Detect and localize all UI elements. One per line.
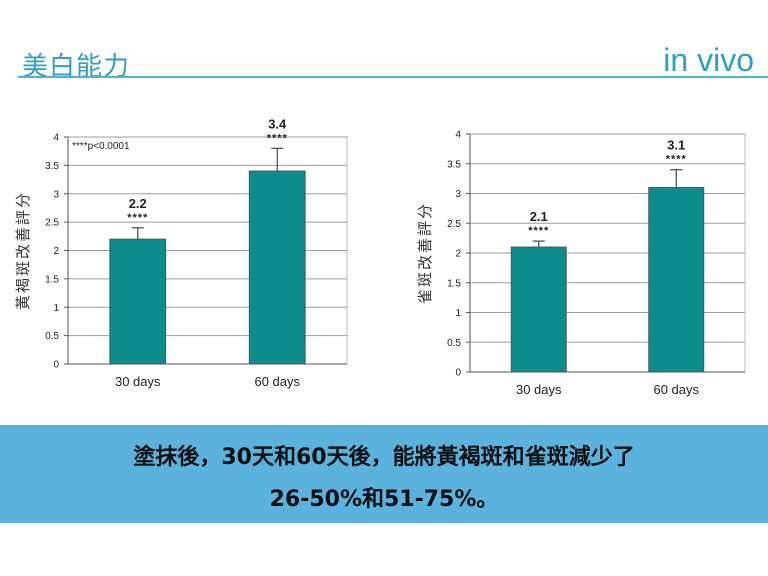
x-tick-label: 60 days — [254, 374, 300, 389]
summary-line-1: 塗抹後，30天和60天後，能將黃褐斑和雀斑減少了 — [133, 445, 635, 470]
y-tick-label: 2 — [53, 246, 59, 257]
y-tick-label: 4 — [53, 133, 59, 144]
y-tick-label: 0.5 — [447, 338, 461, 349]
y-tick-label: 1 — [455, 308, 461, 319]
y-tick-label: 0 — [53, 360, 59, 371]
y-tick-label: 3 — [455, 189, 461, 200]
significance-label: **** — [267, 132, 288, 144]
significance-label: **** — [528, 225, 549, 237]
title-divider — [18, 76, 768, 78]
data-label: 2.2 — [129, 196, 147, 211]
y-tick-label: 0.5 — [45, 331, 59, 342]
y-tick-label: 1.5 — [45, 274, 59, 285]
significance-label: **** — [666, 154, 687, 166]
y-axis-label: 黃褐斑改善評分 — [14, 191, 32, 310]
significance-label: **** — [127, 212, 148, 224]
data-label: 3.4 — [268, 116, 287, 131]
y-tick-label: 2 — [455, 249, 461, 260]
x-tick-label: 60 days — [653, 382, 699, 397]
y-tick-label: 1.5 — [447, 278, 461, 289]
p-value-note: ****p<0.0001 — [72, 141, 130, 152]
bar — [248, 170, 306, 365]
summary-line-2: 26-50%和51-75%。 — [269, 487, 499, 512]
slide-tag: in vivo — [663, 42, 754, 78]
bar — [109, 238, 167, 365]
data-label: 2.1 — [530, 209, 548, 224]
x-tick-label: 30 days — [516, 382, 562, 397]
y-tick-label: 3.5 — [45, 161, 59, 172]
bar — [648, 187, 705, 373]
y-tick-label: 1 — [53, 303, 59, 314]
y-axis-label: 雀斑改善評分 — [416, 202, 434, 304]
chart-melasma: 0 0.5 1 1.5 2 2.5 3 3.5 4 黃褐斑改善評分 **** 2.2 30 days **… — [10, 110, 355, 410]
y-tick-label: 3.5 — [447, 159, 461, 170]
y-tick-label: 3 — [53, 189, 59, 200]
bar — [510, 246, 567, 373]
y-tick-label: 2.5 — [45, 218, 59, 229]
y-tick-label: 4 — [455, 130, 461, 141]
chart-freckles: 0 0.5 1 1.5 2 2.5 3 3.5 4 雀斑改善評分 **** 2.1 30 days ***… — [400, 118, 755, 408]
summary-banner: 塗抹後，30天和60天後，能將黃褐斑和雀斑減少了 26-50%和51-75%。 — [0, 425, 768, 523]
y-tick-label: 0 — [455, 368, 461, 379]
x-tick-label: 30 days — [115, 374, 161, 389]
data-label: 3.1 — [667, 138, 685, 153]
y-tick-label: 2.5 — [447, 219, 461, 230]
